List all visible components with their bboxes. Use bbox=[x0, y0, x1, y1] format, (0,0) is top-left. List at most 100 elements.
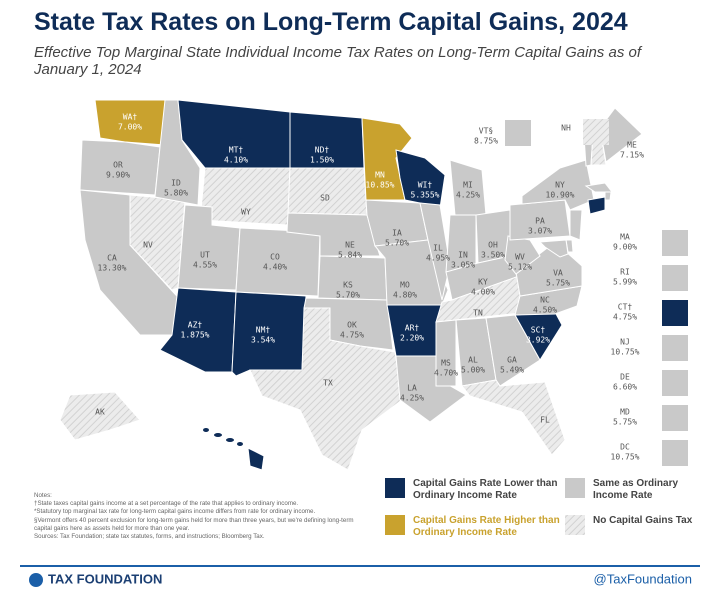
note: †State taxes capital gains income at a s… bbox=[34, 500, 299, 508]
state-abbr: FL bbox=[540, 416, 550, 425]
state-rate: 4.10% bbox=[224, 156, 248, 165]
state bbox=[461, 379, 566, 456]
state-abbr: SC† bbox=[531, 326, 546, 335]
state-abbr: IA bbox=[392, 229, 402, 238]
state-abbr: IN bbox=[458, 251, 468, 260]
handle: @TaxFoundation bbox=[594, 571, 692, 586]
state-rate: 4.55% bbox=[193, 261, 217, 270]
state-rate: 3.92% bbox=[526, 336, 550, 345]
state-abbr: NH bbox=[561, 124, 571, 133]
state bbox=[435, 319, 457, 387]
title: State Tax Rates on Long-Term Capital Gai… bbox=[34, 8, 628, 36]
state-rate: 10.90% bbox=[546, 191, 575, 200]
state-rate: 4.70% bbox=[434, 369, 458, 378]
state-rate: 4.80% bbox=[393, 291, 417, 300]
state-box bbox=[662, 230, 688, 256]
state-abbr: KY bbox=[478, 278, 488, 287]
state bbox=[538, 239, 569, 258]
state bbox=[94, 99, 166, 146]
state-rate: 4.00% bbox=[471, 288, 495, 297]
legend-line: Income Rate bbox=[593, 490, 653, 501]
state-rate: 7.15% bbox=[620, 151, 644, 160]
brand: TAX FOUNDATION bbox=[48, 571, 162, 586]
state bbox=[226, 438, 234, 442]
state-rate: 9.90% bbox=[106, 171, 130, 180]
state-abbr: MS bbox=[441, 359, 451, 368]
state-rate: 1.875% bbox=[181, 331, 210, 340]
state-rate: 4.50% bbox=[533, 306, 557, 315]
state bbox=[287, 167, 368, 216]
state-abbr: NM† bbox=[256, 326, 271, 335]
state-abbr: OK bbox=[347, 321, 357, 330]
state-rate: 10.85% bbox=[366, 181, 395, 190]
state bbox=[569, 209, 583, 241]
state-rate: 5.99% bbox=[613, 278, 637, 287]
state-abbr: WI† bbox=[418, 181, 433, 190]
legend-swatch bbox=[565, 515, 585, 535]
state-rate: 5.75% bbox=[613, 418, 637, 427]
state bbox=[485, 314, 541, 387]
state-box bbox=[662, 265, 688, 291]
state-rate: 3.07% bbox=[528, 227, 552, 236]
legend-line: Capital Gains Rate Lower than bbox=[413, 478, 557, 489]
legend-label: No Capital Gains Tax bbox=[593, 515, 693, 526]
legend-line: Ordinary Income Rate bbox=[413, 527, 517, 538]
state-abbr: NJ bbox=[620, 338, 630, 347]
state-rate: 3.54% bbox=[251, 336, 275, 345]
state-abbr: WV bbox=[515, 253, 525, 262]
state-abbr: GA bbox=[507, 356, 517, 365]
state-rate: 6.60% bbox=[613, 383, 637, 392]
state-rate: 5.49% bbox=[500, 366, 524, 375]
state-abbr: ND† bbox=[315, 146, 330, 155]
state-rate: 4.40% bbox=[263, 263, 287, 272]
state-abbr: ME bbox=[627, 141, 637, 150]
state-abbr: HI† bbox=[211, 444, 226, 453]
state-rate: 5.70% bbox=[385, 239, 409, 248]
state-abbr: CT† bbox=[618, 303, 633, 312]
state-rate: 5.12% bbox=[508, 263, 532, 272]
legend-line: Same as Ordinary bbox=[593, 478, 678, 489]
state-abbr: OR bbox=[113, 161, 123, 170]
state-box bbox=[662, 405, 688, 431]
logo bbox=[29, 573, 43, 587]
state-abbr: AR† bbox=[405, 324, 420, 333]
state-box bbox=[662, 370, 688, 396]
note: *Statutory top marginal tax rate for lon… bbox=[34, 508, 316, 516]
states bbox=[59, 99, 643, 471]
state-abbr: MN bbox=[375, 171, 385, 180]
state bbox=[604, 191, 612, 201]
legend-swatch bbox=[385, 515, 405, 535]
state-abbr: OH bbox=[488, 241, 498, 250]
legend-label: Same as Ordinary Income Rate bbox=[593, 478, 678, 501]
state-abbr: NY bbox=[555, 181, 565, 190]
state-abbr: IL bbox=[433, 244, 443, 253]
state-abbr: TN bbox=[473, 309, 483, 318]
state bbox=[419, 202, 451, 301]
legend-line: Ordinary Income Rate bbox=[413, 490, 517, 501]
legend-label: Capital Gains Rate Lower than Ordinary In… bbox=[413, 478, 557, 501]
state-rate: 4.25% bbox=[400, 394, 424, 403]
state-rate: 7.25% bbox=[206, 454, 230, 463]
state bbox=[247, 447, 265, 471]
state bbox=[587, 196, 606, 215]
state-abbr: VT§ bbox=[479, 127, 494, 136]
state-abbr: SD bbox=[320, 194, 330, 203]
state-abbr: CA bbox=[107, 254, 117, 263]
state-box bbox=[583, 119, 609, 145]
state-box bbox=[505, 120, 531, 146]
state-abbr: NE bbox=[345, 241, 355, 250]
notes: Notes: †State taxes capital gains income … bbox=[34, 492, 369, 541]
state-rate: 9.00% bbox=[613, 243, 637, 252]
state-abbr: MI bbox=[463, 181, 473, 190]
state-rate: 8.75% bbox=[474, 137, 498, 146]
state-abbr: PA bbox=[535, 217, 545, 226]
state bbox=[59, 391, 141, 441]
note: §Vermont offers 40 percent exclusion for… bbox=[34, 516, 354, 532]
state bbox=[237, 442, 243, 446]
state-box bbox=[662, 335, 688, 361]
state-rate: 5.70% bbox=[336, 291, 360, 300]
state-abbr: TX bbox=[323, 379, 333, 388]
state-rate: 5.84% bbox=[338, 251, 362, 260]
state-abbr: ID bbox=[171, 179, 181, 188]
